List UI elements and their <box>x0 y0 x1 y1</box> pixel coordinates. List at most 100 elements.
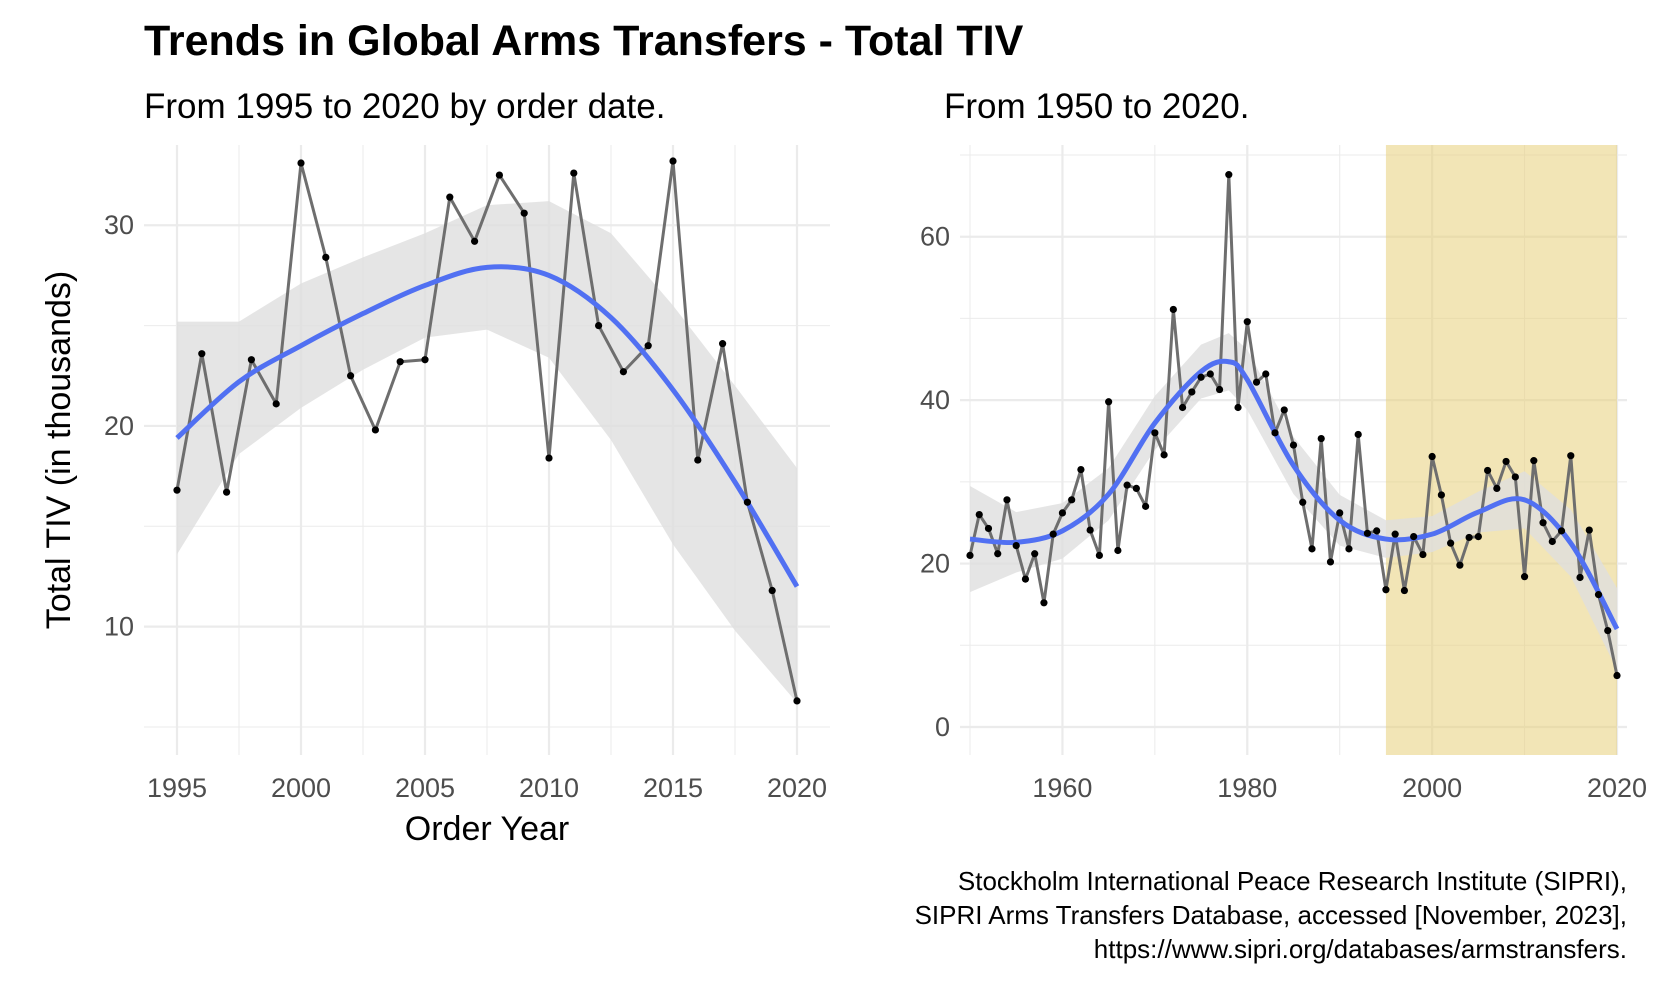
data-point <box>1040 599 1048 607</box>
data-point <box>1530 457 1538 465</box>
data-point <box>1511 473 1519 481</box>
data-point <box>1410 533 1418 541</box>
y-tick-label: 20 <box>920 549 950 579</box>
y-tick-label: 40 <box>920 385 950 415</box>
data-point <box>1382 586 1390 594</box>
y-tick-label: 0 <box>935 712 950 742</box>
data-point <box>520 209 528 217</box>
x-tick-label: 1995 <box>147 773 207 803</box>
x-tick-label: 2010 <box>519 773 579 803</box>
data-point <box>223 488 231 496</box>
data-point <box>1095 551 1103 560</box>
data-point <box>1345 545 1353 553</box>
data-point <box>1151 429 1159 437</box>
data-point <box>1363 529 1372 537</box>
data-point <box>1031 550 1039 558</box>
data-point <box>994 550 1002 558</box>
data-point <box>1077 466 1085 474</box>
data-point <box>1215 385 1224 394</box>
data-point <box>793 697 801 705</box>
data-point <box>1456 561 1464 569</box>
highlight-range <box>1385 145 1617 755</box>
x-tick-label: 2020 <box>767 773 827 803</box>
data-point <box>595 321 603 330</box>
data-point <box>1068 496 1076 504</box>
data-point <box>1567 452 1575 460</box>
data-point <box>272 400 280 408</box>
x-tick-label: 1960 <box>1032 773 1092 803</box>
data-point <box>1437 491 1445 499</box>
right-panel: From 1950 to 2020. 1960 1980 2000 2020 0 20 40 6… <box>920 87 1647 803</box>
data-point <box>1336 509 1344 517</box>
data-point <box>1354 430 1362 439</box>
data-point <box>1447 539 1455 547</box>
data-point <box>1520 573 1529 581</box>
x-tick-label: 2000 <box>271 773 331 803</box>
data-point <box>1428 452 1436 461</box>
y-tick-label: 20 <box>104 411 134 441</box>
x-tick-label: 2015 <box>643 773 703 803</box>
panel-subtitle: From 1950 to 2020. <box>944 87 1249 126</box>
left-panel: From 1995 to 2020 by order date. 1995 2000… <box>104 87 830 848</box>
data-point <box>247 356 255 364</box>
smooth-trend-line <box>175 264 800 588</box>
data-point <box>1539 519 1547 527</box>
data-point <box>1502 457 1510 466</box>
data-point <box>1243 318 1251 326</box>
data-point <box>347 372 355 380</box>
data-point <box>1142 502 1150 510</box>
data-point <box>1548 537 1556 546</box>
data-point <box>1003 496 1011 504</box>
y-axis-title: Total TIV (in thousands) <box>40 271 78 629</box>
data-point <box>1326 558 1335 566</box>
data-point <box>371 426 379 434</box>
caption-line-3: https://www.sipri.org/databases/armstran… <box>1094 934 1627 964</box>
data-point <box>198 350 206 358</box>
data-point <box>1049 530 1057 538</box>
data-point <box>1576 573 1584 582</box>
data-point <box>1188 388 1196 396</box>
x-tick-label: 1980 <box>1217 773 1277 803</box>
data-point <box>644 342 652 350</box>
y-tick-label: 30 <box>104 210 134 240</box>
data-point <box>1585 526 1593 534</box>
y-tick-label: 60 <box>920 222 950 252</box>
data-point <box>570 169 578 177</box>
data-point <box>1160 451 1168 459</box>
x-tick-label: 2005 <box>395 773 455 803</box>
data-point <box>743 498 752 506</box>
data-point <box>669 157 677 165</box>
data-point <box>1058 509 1067 517</box>
data-point <box>1262 370 1270 378</box>
data-point <box>1299 498 1307 506</box>
data-point <box>1465 533 1473 542</box>
data-point <box>1317 434 1325 443</box>
data-point <box>1086 526 1094 534</box>
data-point <box>1289 441 1298 449</box>
data-point <box>446 193 454 201</box>
data-point <box>768 586 776 595</box>
x-tick-label: 2000 <box>1402 773 1462 803</box>
data-point <box>1114 546 1122 555</box>
data-point <box>966 551 974 560</box>
data-point <box>1613 671 1621 680</box>
caption-line-1: Stockholm International Peace Research I… <box>958 866 1627 896</box>
data-point <box>619 368 628 376</box>
data-point <box>1493 484 1501 492</box>
data-point <box>1604 626 1612 635</box>
data-point <box>1271 429 1279 437</box>
data-point <box>1280 406 1288 414</box>
data-point <box>719 340 727 348</box>
data-point <box>495 171 503 179</box>
data-point <box>396 358 404 366</box>
smooth-trend-line <box>969 358 1620 631</box>
data-point <box>984 524 993 533</box>
data-point <box>1594 591 1603 599</box>
data-point <box>1123 481 1131 489</box>
data-point <box>1225 171 1233 179</box>
data-point <box>1178 403 1187 412</box>
data-point <box>1391 530 1399 538</box>
data-point <box>1474 533 1482 541</box>
data-point <box>297 159 305 167</box>
